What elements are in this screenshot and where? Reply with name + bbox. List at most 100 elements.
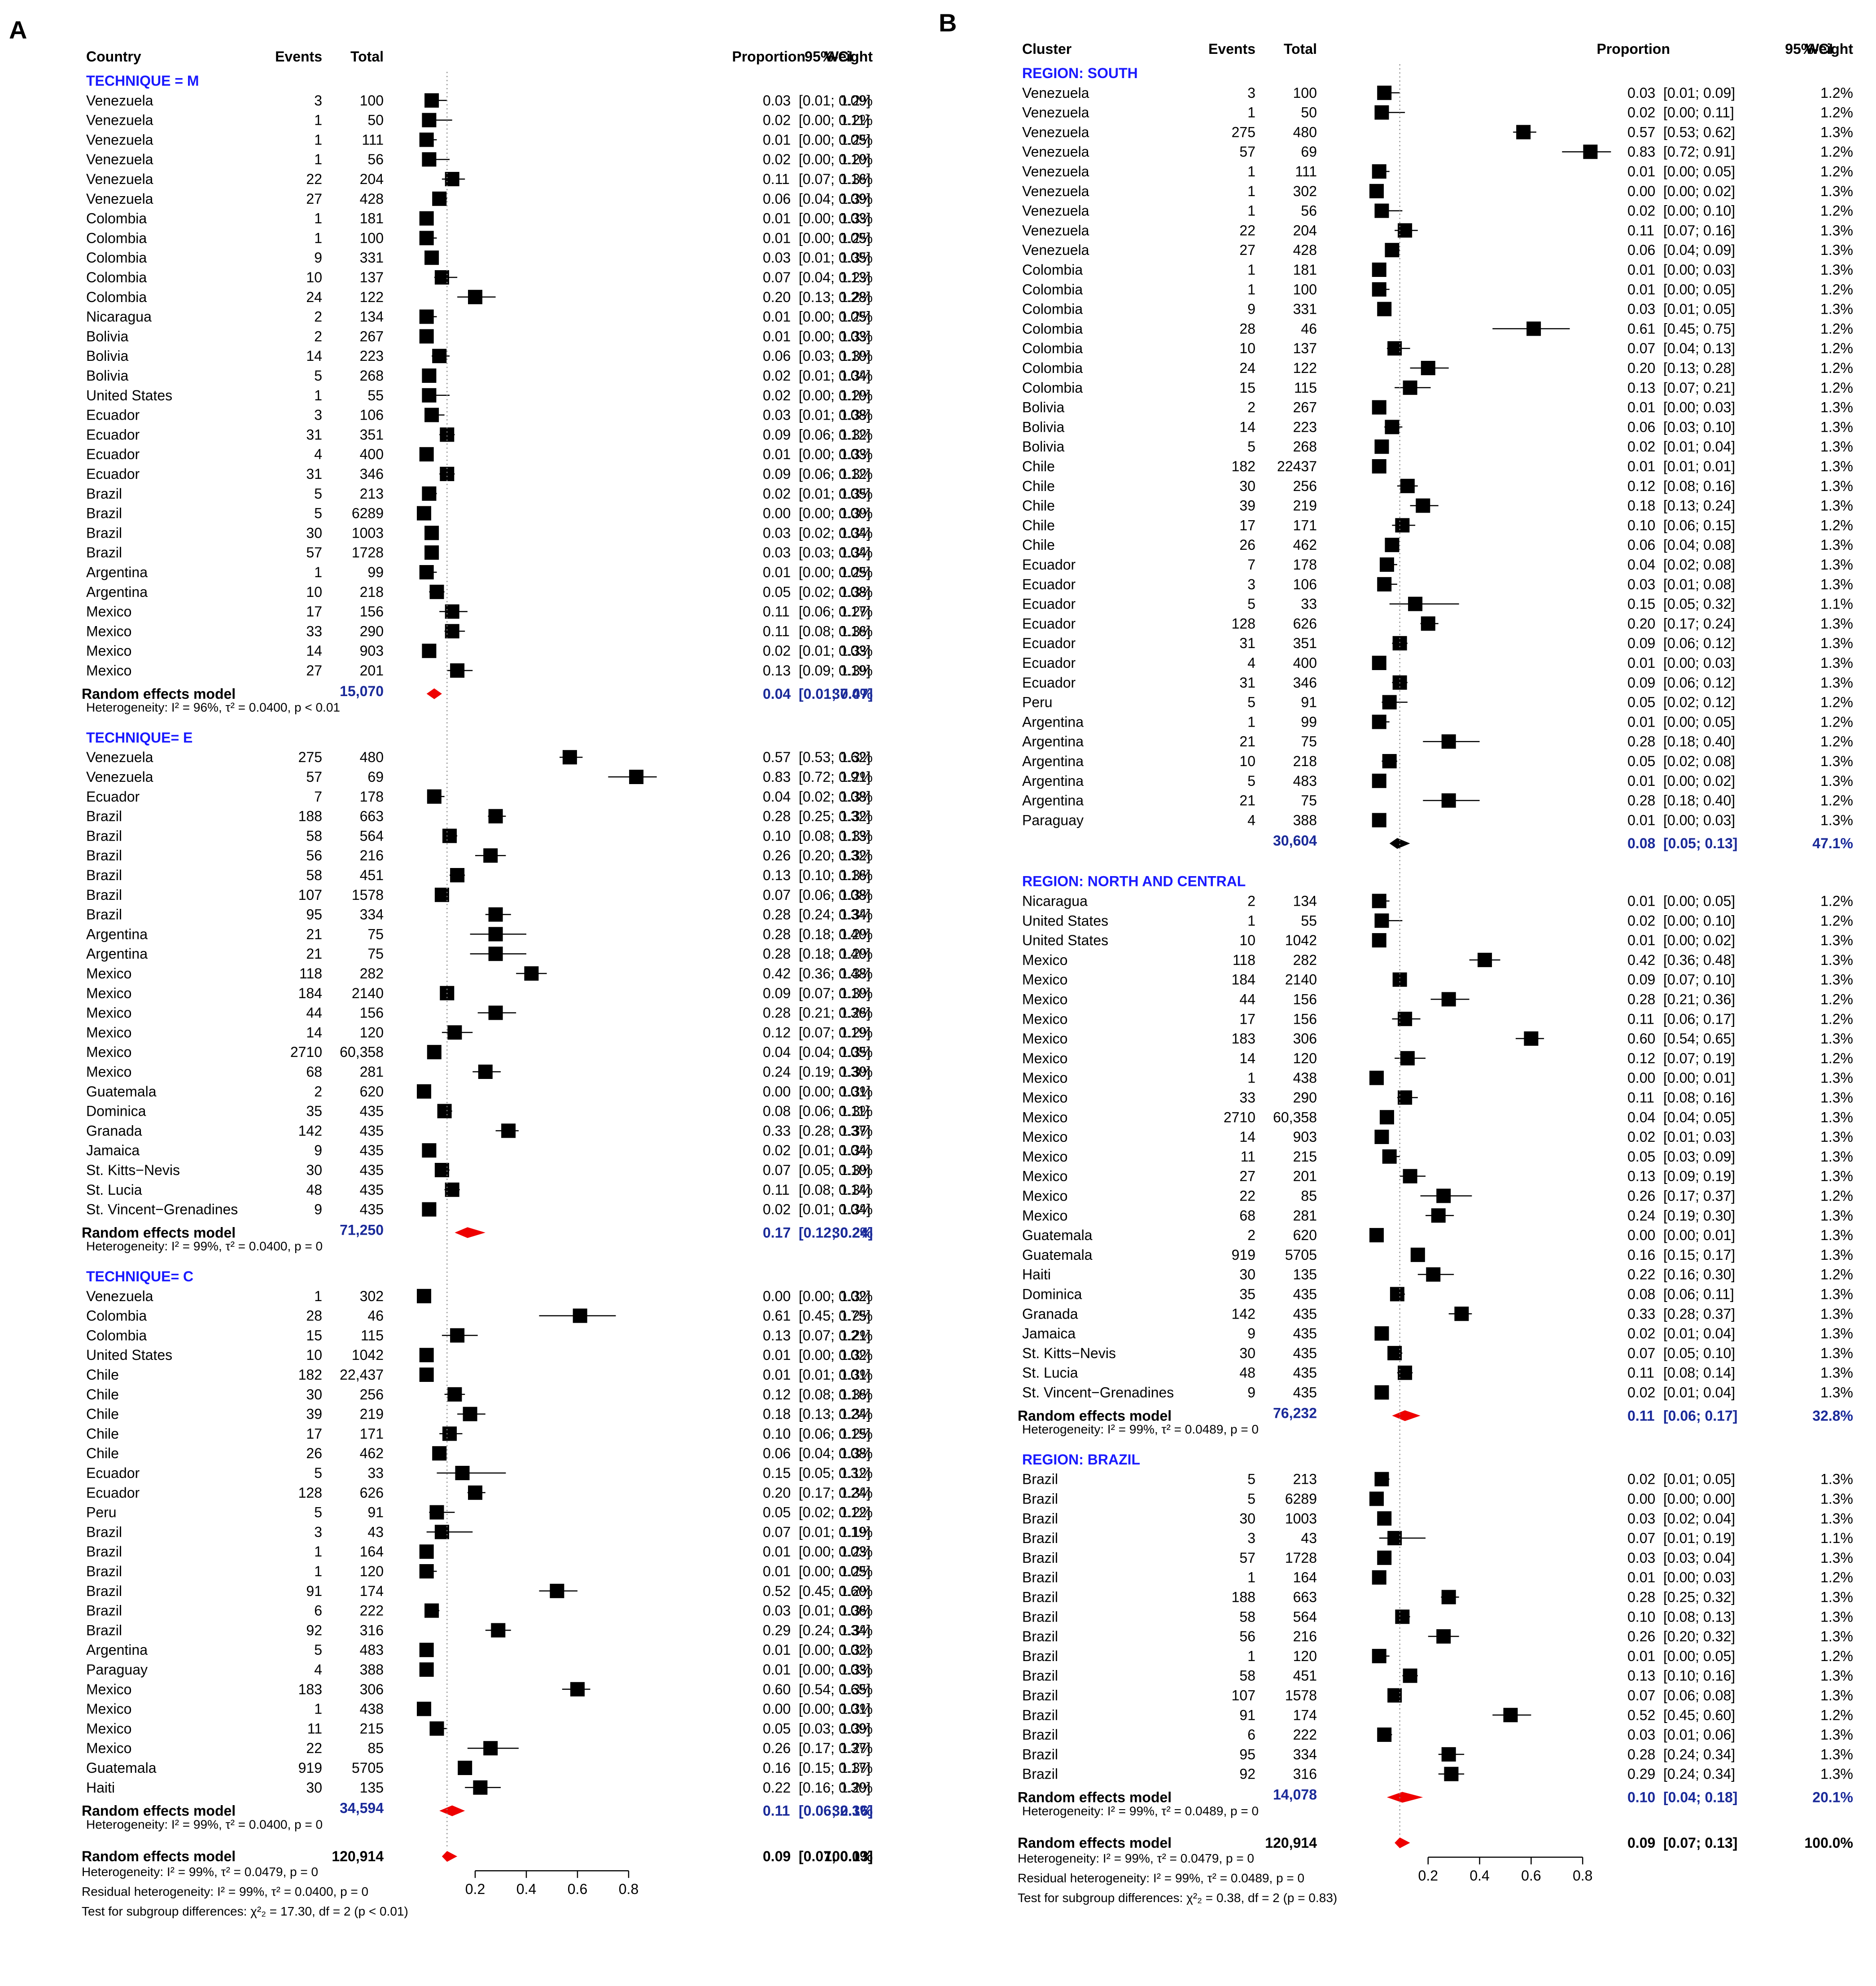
study-name: Chile	[86, 1406, 119, 1422]
study-ci: [0.17; 0.24]	[1663, 615, 1735, 631]
study-total: 56	[1301, 203, 1317, 219]
study-weight: 1.3%	[1820, 419, 1853, 435]
study-marker	[1377, 1550, 1392, 1565]
study-total: 91	[367, 1504, 384, 1521]
study-events: 11	[1241, 1149, 1255, 1165]
study-events: 107	[1232, 1687, 1255, 1703]
study-weight: 1.3%	[1820, 1030, 1853, 1047]
study-events: 9	[314, 250, 322, 266]
study-marker	[488, 1005, 503, 1020]
study-total: 122	[1293, 360, 1317, 376]
study-total: 428	[1293, 242, 1317, 258]
study-ci: [0.54; 0.65]	[799, 1681, 870, 1697]
study-events: 44	[1239, 991, 1255, 1007]
header-ci: 95%-CI	[1785, 41, 1833, 57]
study-name: Brazil	[1022, 1766, 1058, 1782]
study-ci: [0.00; 0.10]	[799, 151, 870, 167]
study-events: 95	[1239, 1746, 1255, 1762]
study-ci: [0.00; 0.00]	[799, 505, 870, 522]
study-ci: [0.04; 0.05]	[1663, 1109, 1735, 1125]
study-events: 1	[1247, 912, 1255, 929]
study-weight: 1.3%	[1820, 972, 1853, 988]
study-ci: [0.13; 0.28]	[1663, 360, 1735, 376]
study-name: Dominica	[86, 1103, 146, 1119]
study-ci: [0.21; 0.36]	[1663, 991, 1735, 1007]
study-marker	[1374, 1130, 1389, 1144]
study-weight: 1.3%	[840, 1064, 873, 1080]
study-marker	[442, 829, 457, 843]
study-weight: 1.3%	[840, 828, 873, 844]
study-proportion: 0.26	[1627, 1628, 1655, 1644]
study-proportion: 0.02	[763, 1142, 791, 1158]
study-events: 30	[306, 1162, 322, 1178]
summary-proportion: 0.17	[763, 1224, 791, 1241]
study-ci: [0.00; 0.02]	[1663, 183, 1735, 199]
study-ci: [0.21; 0.36]	[799, 1005, 870, 1021]
study-proportion: 0.01	[1627, 773, 1655, 789]
study-total: 219	[1293, 498, 1317, 514]
study-name: Mexico	[1022, 991, 1067, 1007]
study-proportion: 0.11	[763, 604, 790, 620]
heterogeneity-text: Heterogeneity: I² = 99%, τ² = 0.0489, p …	[1022, 1804, 1259, 1818]
study-name: Brazil	[1022, 1648, 1058, 1664]
study-name: Mexico	[1022, 1168, 1067, 1184]
study-name: Guatemala	[1022, 1247, 1093, 1263]
study-name: Mexico	[1022, 1089, 1067, 1105]
study-marker	[1377, 302, 1392, 316]
study-marker	[1385, 243, 1399, 258]
study-name: Chile	[86, 1367, 119, 1383]
study-events: 27	[1239, 1168, 1255, 1184]
study-total: 115	[1294, 380, 1317, 396]
study-name: Chile	[86, 1425, 119, 1442]
study-name: Venezuela	[1022, 105, 1089, 121]
study-total: 85	[367, 1740, 384, 1756]
study-ci: [0.07; 0.10]	[799, 985, 870, 1001]
study-events: 182	[298, 1367, 322, 1383]
study-total: 156	[360, 1005, 384, 1021]
study-total: 620	[360, 1083, 384, 1100]
study-ci: [0.01; 0.01]	[799, 1367, 870, 1383]
study-name: Paraguay	[1022, 812, 1084, 828]
study-name: United States	[1022, 932, 1108, 948]
study-name: Granada	[86, 1122, 142, 1139]
study-marker	[1503, 1708, 1518, 1723]
study-ci: [0.01; 0.05]	[799, 486, 870, 502]
study-weight: 1.3%	[840, 250, 873, 266]
study-weight: 1.3%	[840, 749, 873, 765]
summary-weight: 30.2%	[832, 1224, 873, 1241]
study-proportion: 0.28	[763, 907, 791, 923]
study-weight: 1.3%	[840, 584, 873, 600]
study-weight: 1.3%	[1820, 615, 1853, 631]
study-events: 22	[306, 1740, 322, 1756]
study-marker	[1372, 813, 1386, 828]
overall-total: 120,914	[1265, 1835, 1317, 1851]
study-events: 10	[1239, 932, 1255, 948]
study-marker	[1374, 1326, 1389, 1341]
study-events: 919	[298, 1760, 322, 1776]
study-marker	[447, 1025, 462, 1040]
study-ci: [0.01; 0.04]	[799, 368, 870, 384]
study-proportion: 0.26	[763, 847, 791, 864]
study-weight: 1.3%	[840, 1103, 873, 1119]
study-marker	[417, 506, 431, 521]
study-weight: 1.3%	[1820, 1687, 1853, 1703]
study-events: 107	[298, 887, 322, 903]
study-events: 1	[314, 132, 322, 148]
study-weight: 1.3%	[840, 544, 873, 561]
study-marker	[1377, 1511, 1392, 1526]
study-ci: [0.00; 0.02]	[1663, 932, 1735, 948]
study-proportion: 0.01	[1627, 655, 1655, 671]
study-weight: 1.2%	[1820, 380, 1853, 396]
study-name: Bolivia	[86, 368, 128, 384]
study-name: Mexico	[86, 604, 131, 620]
study-proportion: 0.00	[1627, 1070, 1655, 1086]
study-ci: [0.08; 0.14]	[1663, 1365, 1735, 1381]
study-weight: 1.3%	[1820, 1510, 1853, 1526]
study-ci: [0.02; 0.04]	[799, 525, 870, 541]
study-events: 58	[1239, 1609, 1255, 1625]
study-proportion: 0.01	[1627, 812, 1655, 828]
study-name: United States	[86, 1347, 172, 1363]
study-ci: [0.02; 0.12]	[1663, 694, 1735, 710]
footer-text: Test for subgroup differences: χ²₂ = 0.3…	[1018, 1891, 1337, 1905]
study-ci: [0.03; 0.09]	[1663, 1149, 1735, 1165]
